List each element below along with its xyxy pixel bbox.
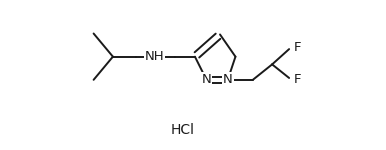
Text: N: N (201, 73, 212, 86)
Text: F: F (293, 40, 301, 54)
Text: NH: NH (145, 50, 164, 63)
Text: F: F (293, 73, 301, 86)
Text: HCl: HCl (170, 123, 195, 137)
Text: N: N (223, 73, 233, 86)
